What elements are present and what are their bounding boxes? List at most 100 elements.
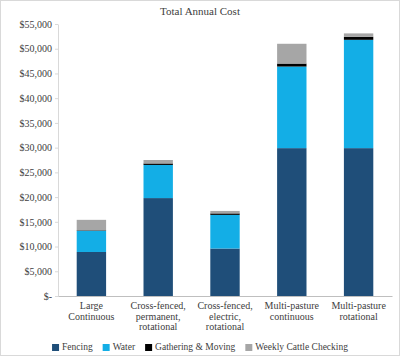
y-axis-line — [58, 25, 59, 297]
y-tick: $55,000 — [20, 19, 59, 30]
y-tick-label: $55,000 — [20, 19, 53, 30]
y-tick: $20,000 — [20, 192, 59, 203]
y-tick-mark — [55, 123, 58, 124]
y-tick: $10,000 — [20, 241, 59, 252]
y-tick-mark — [55, 24, 58, 25]
legend-item: Weekly Cattle Checking — [245, 342, 348, 352]
bar — [77, 220, 106, 230]
x-tick-label-line: Multi-pasture — [331, 300, 386, 311]
series-2 — [77, 37, 374, 231]
y-tick-mark — [55, 98, 58, 99]
y-tick: $50,000 — [20, 43, 59, 54]
y-tick: $15,000 — [20, 217, 59, 228]
y-tick-label: $20,000 — [20, 192, 53, 203]
y-tick-label: $45,000 — [20, 68, 53, 79]
legend-swatch — [245, 344, 252, 351]
bar — [77, 252, 106, 296]
bar — [210, 213, 239, 214]
y-tick-mark — [55, 73, 58, 74]
y-tick-mark — [55, 148, 58, 149]
bar — [344, 148, 373, 296]
x-tick-label: Multi-pasturecontinuous — [265, 300, 320, 322]
legend-item: Gathering & Moving — [145, 342, 235, 352]
x-axis-line — [59, 296, 393, 297]
x-tick-label: Cross-fenced,electric,rotational — [197, 300, 252, 332]
legend-item: Water — [103, 342, 136, 352]
x-tick-label-line: continuous — [270, 311, 314, 322]
legend-item: Fencing — [52, 342, 93, 352]
series-0 — [77, 148, 374, 296]
y-tick-label: $30,000 — [20, 142, 53, 153]
legend-swatch — [103, 344, 110, 351]
x-tick-label: LargeContinuous — [68, 300, 114, 322]
bar — [144, 165, 173, 198]
y-tick: $- — [44, 291, 58, 302]
series-1 — [77, 40, 374, 252]
bar — [344, 37, 373, 40]
x-tick: Multi-pasturerotational — [331, 296, 386, 322]
y-tick-label: $10,000 — [20, 241, 53, 252]
x-tick-label-line: Continuous — [68, 311, 114, 322]
y-tick-mark — [55, 49, 58, 50]
bar — [144, 198, 173, 296]
legend-label: Gathering & Moving — [155, 342, 235, 352]
bar — [144, 160, 173, 163]
x-tick-label-line: rotational — [206, 321, 245, 332]
y-tick-mark — [55, 296, 58, 297]
bar — [77, 231, 106, 252]
plot: $- $5,000 $10,000 $15,000 $20,000 $25,000 $30,… — [20, 19, 393, 332]
x-tick-label: Cross-fenced,permanent,rotational — [131, 300, 186, 332]
legend: Fencing Water Gathering & Moving Weekly Cat… — [52, 342, 348, 352]
x-tick-label-line: Cross-fenced, — [131, 300, 186, 311]
y-tick-mark — [55, 222, 58, 223]
y-tick: $30,000 — [20, 142, 59, 153]
x-tick-label-line: Multi-pasture — [265, 300, 320, 311]
y-tick-label: $5,000 — [25, 266, 53, 277]
bar — [277, 148, 306, 296]
y-tick-mark — [55, 197, 58, 198]
y-tick-label: $40,000 — [20, 93, 53, 104]
y-tick: $40,000 — [20, 93, 59, 104]
series-3 — [77, 33, 374, 230]
title: Total Annual Cost — [160, 5, 240, 17]
y-axis: $- $5,000 $10,000 $15,000 $20,000 $25,000 $30,… — [20, 19, 59, 302]
bar — [210, 215, 239, 249]
bar — [277, 44, 306, 64]
legend-swatch — [145, 344, 152, 351]
bar — [210, 211, 239, 213]
y-tick-mark — [55, 172, 58, 173]
bars — [77, 33, 374, 296]
x-tick: Cross-fenced,electric,rotational — [197, 296, 252, 332]
bar — [210, 249, 239, 296]
legend-label: Water — [113, 342, 136, 352]
x-tick-label: Multi-pasturerotational — [331, 300, 386, 322]
x-axis: LargeContinuousCross-fenced,permanent,ro… — [59, 296, 393, 332]
legend-swatch — [52, 344, 59, 351]
y-tick: $5,000 — [25, 266, 59, 277]
bar — [277, 67, 306, 149]
bar — [144, 163, 173, 164]
y-tick: $25,000 — [20, 167, 59, 178]
y-tick-label: $50,000 — [20, 43, 53, 54]
bar — [344, 40, 373, 148]
bar — [277, 64, 306, 67]
x-tick: LargeContinuous — [68, 296, 114, 322]
bar — [344, 33, 373, 36]
y-tick: $45,000 — [20, 68, 59, 79]
y-tick: $35,000 — [20, 118, 59, 129]
chart-frame — [1, 1, 400, 356]
x-tick-label-line: permanent, — [136, 311, 181, 322]
y-tick-mark — [55, 247, 58, 248]
y-tick-label: $15,000 — [20, 217, 53, 228]
legend-label: Weekly Cattle Checking — [255, 342, 348, 352]
chart: Total Annual Cost$-$5,000$10,000$15,000$… — [0, 0, 400, 356]
x-tick-label-line: Large — [80, 300, 104, 311]
y-tick-mark — [55, 271, 58, 272]
x-tick: Cross-fenced,permanent,rotational — [131, 296, 186, 332]
x-tick-label-line: electric, — [209, 311, 241, 322]
x-tick: Multi-pasturecontinuous — [265, 296, 320, 322]
legend-label: Fencing — [62, 342, 93, 352]
y-tick-label: $25,000 — [20, 167, 53, 178]
x-tick-label-line: rotational — [139, 321, 178, 332]
y-tick-label: $35,000 — [20, 118, 53, 129]
